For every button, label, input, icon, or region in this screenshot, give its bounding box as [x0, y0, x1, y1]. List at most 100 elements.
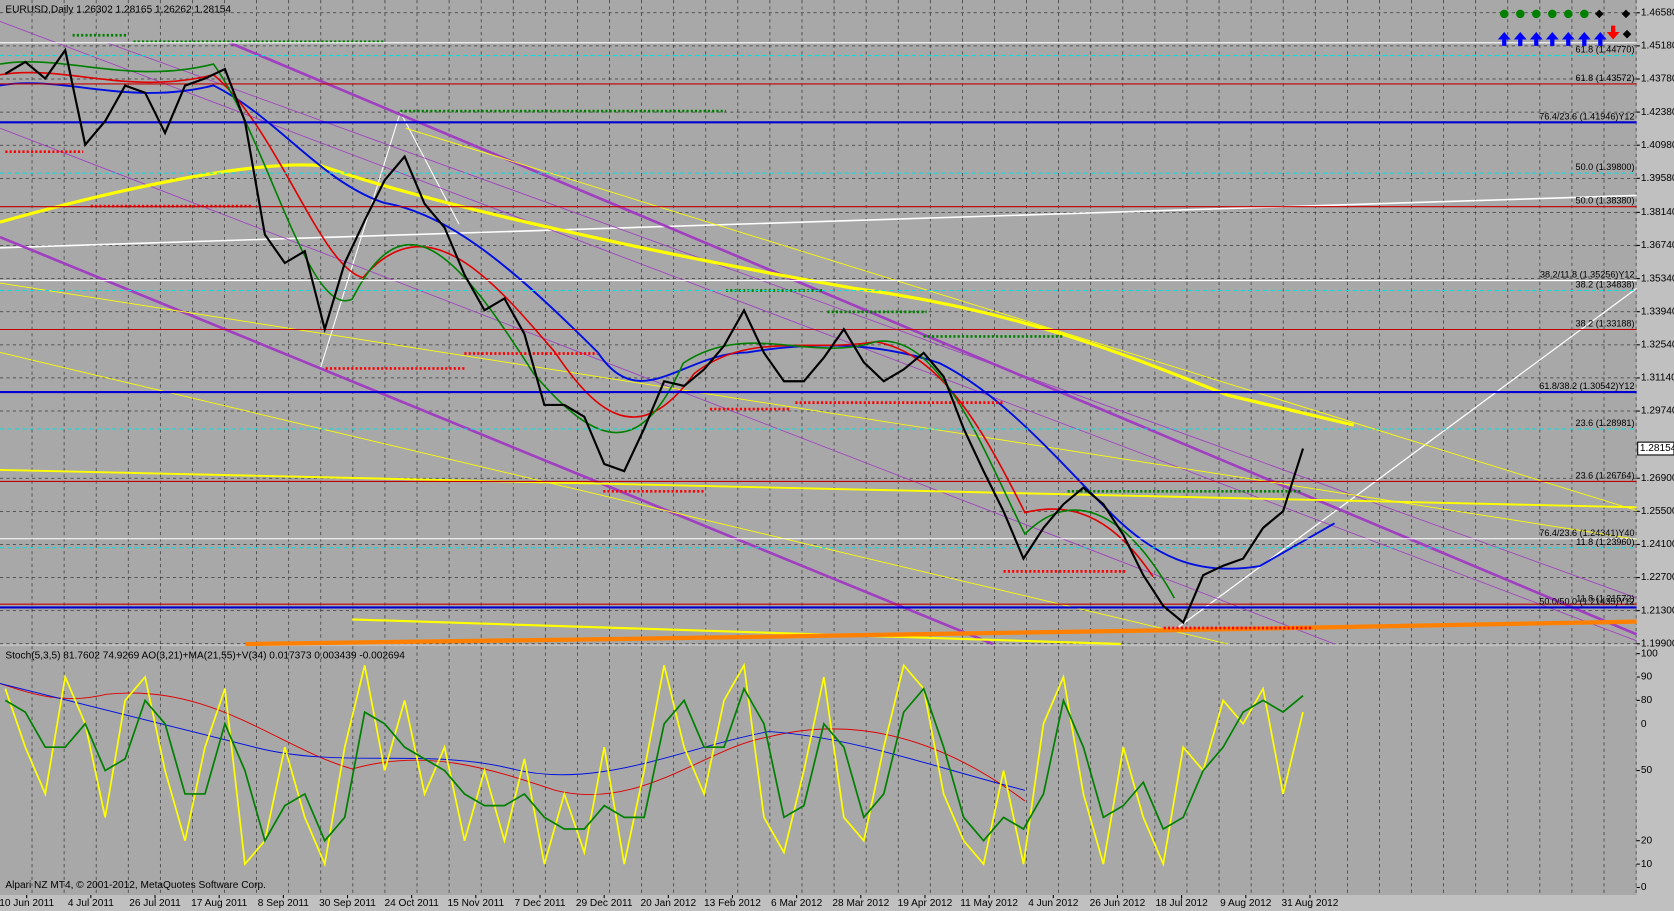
x-tick-label: 7 Dec 2011 — [514, 898, 565, 909]
y-tick-label: 1.31140 — [1641, 373, 1674, 384]
ma-orange — [245, 619, 1637, 647]
y-tick-label: 50 — [1641, 765, 1653, 776]
y-tick-label: 0 — [1641, 882, 1647, 893]
signal-icons — [1497, 9, 1632, 46]
y-tick-label: 1.43780 — [1641, 74, 1674, 85]
signal-dot — [1499, 9, 1509, 19]
level-label: 50.0/50.0 (1.21435)Y12 — [1539, 597, 1634, 607]
channel-line — [0, 20, 1637, 645]
chart-title: EURUSD,Daily 1.26302 1.28165 1.26262 1.2… — [5, 4, 231, 15]
level-label: 61.8/38.2 (1.30542)Y12 — [1539, 381, 1634, 391]
series-line — [4, 662, 1304, 868]
y-tick-label: 1.22700 — [1641, 572, 1674, 583]
y-tick-label: 1.24100 — [1641, 539, 1674, 550]
footer: Alpari NZ MT4, © 2001-2012, MetaQuotes S… — [5, 880, 266, 891]
signal-dot — [1548, 9, 1557, 19]
signal-dot — [1580, 9, 1589, 19]
y-tick-label: 1.35340 — [1641, 273, 1674, 284]
channel-line — [229, 41, 1638, 636]
x-tick-label: 19 Apr 2012 — [898, 898, 953, 909]
y-tick-label: 1.40980 — [1641, 140, 1674, 151]
x-tick-label: 29 Dec 2011 — [576, 898, 633, 909]
y-tick-label: 1.42380 — [1641, 107, 1674, 118]
x-tick-label: 4 Jul 2011 — [68, 898, 114, 909]
level-label: 38.2 (1.34838) — [1576, 280, 1635, 290]
y-tick-label: 1.21300 — [1641, 605, 1674, 616]
signal-diamond — [1594, 9, 1631, 19]
support-dots — [5, 150, 1314, 630]
signal-arrow — [1497, 32, 1607, 46]
y-tick-label: 1.26900 — [1641, 473, 1674, 484]
x-tick-label: 11 May 2012 — [960, 898, 1018, 909]
x-tick-label: 9 Aug 2012 — [1220, 898, 1272, 909]
x-tick-label: 20 Jan 2012 — [640, 898, 696, 909]
x-tick-label: 31 Aug 2012 — [1282, 898, 1339, 909]
x-tick-label: 4 Jun 2012 — [1028, 898, 1078, 909]
stoch-signal — [0, 683, 1026, 802]
level-label: 23.6 (1.28981) — [1576, 418, 1635, 428]
channel-line — [0, 235, 994, 646]
level-label: 23.6 (1.26764) — [1576, 470, 1635, 480]
x-tick-label: 15 Nov 2011 — [447, 898, 504, 909]
x-tick-label: 28 Mar 2012 — [832, 898, 889, 909]
level-label: 76.4/23.6 (1.41946)Y12 — [1539, 111, 1634, 121]
x-tick-label: 6 Mar 2012 — [771, 898, 823, 909]
signal-diamond — [1622, 29, 1632, 39]
ao-zero-label: 0 — [1641, 719, 1647, 730]
level-label: 38.2/11.8 (1.35256)Y12 — [1540, 270, 1635, 280]
level-label: 50.0 (1.39800) — [1576, 162, 1635, 172]
resistance-dots — [72, 33, 1303, 493]
x-tick-label: 24 Oct 2011 — [384, 898, 439, 909]
y-tick-label: 1.46580 — [1641, 7, 1674, 18]
indicator-title: Stoch(5,3,5) 81.7602 74.9269 AO(3,21)+MA… — [5, 650, 405, 661]
signal-dot — [1564, 9, 1573, 19]
y-tick-label: 10 — [1641, 859, 1653, 870]
x-tick-label: 8 Sep 2011 — [258, 898, 309, 909]
level-label: 76.4/23.6 (1.24341)Y40 — [1539, 528, 1634, 538]
y-tick-label: 1.19900 — [1641, 638, 1674, 649]
white-trend — [0, 194, 1637, 249]
series-line — [4, 47, 1305, 625]
y-tick-label: 1.32540 — [1641, 339, 1674, 350]
signal-arrow — [1606, 25, 1620, 40]
signal-dot — [1515, 9, 1525, 19]
y-tick-label: 1.29740 — [1641, 406, 1674, 417]
level-label: 61.8 (1.43572) — [1576, 73, 1635, 83]
level-label: 50.0 (1.38380) — [1576, 196, 1635, 206]
y-tick-label: 1.33940 — [1641, 306, 1674, 317]
y-tick-label: 20 — [1641, 835, 1653, 846]
level-label: 38.2 (1.33188) — [1576, 319, 1635, 329]
zigzag — [319, 111, 460, 369]
stoch-avg — [0, 683, 1026, 791]
x-tick-label: 10 Jun 2011 — [0, 898, 55, 909]
level-label: 11.8 (1.21572) — [1576, 593, 1634, 603]
y-tick-label: 1.38140 — [1641, 207, 1674, 218]
ma-200 — [0, 163, 1355, 427]
x-tick-label: 17 Aug 2011 — [191, 898, 247, 909]
y-tick-label: 1.25500 — [1641, 506, 1674, 517]
x-tick-label: 30 Sep 2011 — [319, 898, 376, 909]
signal-dot — [1532, 9, 1541, 19]
y-tick-label: 1.45180 — [1641, 41, 1674, 52]
y-tick-label: 90 — [1641, 672, 1653, 683]
white-trend — [1173, 287, 1638, 631]
current-price-label: 1.28154 — [1640, 443, 1674, 454]
yellow-trend — [0, 127, 1637, 645]
yellow-trend — [0, 468, 1637, 509]
x-tick-label: 26 Jun 2012 — [1090, 898, 1146, 909]
stoch-panel — [0, 646, 1637, 895]
ma-red — [0, 71, 1154, 578]
series-line — [4, 686, 1304, 843]
ma-blue — [0, 82, 1335, 570]
x-tick-label: 26 Jul 2011 — [129, 898, 181, 909]
current-price-box — [1637, 441, 1674, 456]
level-label: 11.8 (1.23960) — [1576, 537, 1634, 547]
y-tick-label: 100 — [1641, 648, 1658, 659]
x-tick-label: 18 Jul 2012 — [1155, 898, 1208, 909]
y-tick-label: 1.36740 — [1641, 240, 1674, 251]
y-tick-label: 1.39580 — [1641, 173, 1674, 184]
level-label: 61.8 (1.44770) — [1576, 45, 1635, 55]
price-panel — [0, 0, 1637, 645]
x-tick-label: 13 Feb 2012 — [704, 898, 761, 909]
